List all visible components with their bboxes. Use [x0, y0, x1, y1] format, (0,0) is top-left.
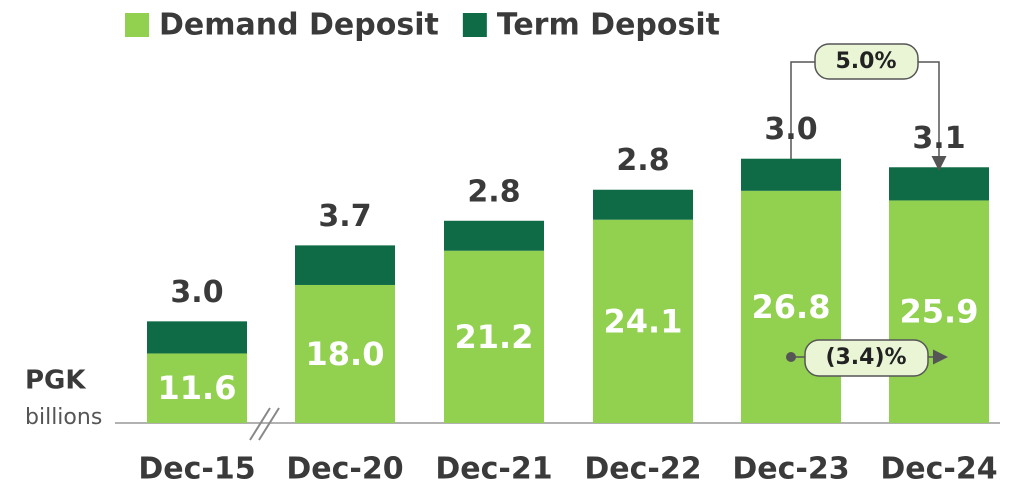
- bar-segment: [147, 353, 247, 423]
- annotation-box: [814, 43, 919, 80]
- bar-segment: [295, 245, 395, 285]
- unit-label: PGK: [25, 366, 86, 396]
- bar-segment: [593, 189, 693, 220]
- x-tick-label: Dec-15: [138, 452, 255, 487]
- annotation-dot: [786, 352, 796, 362]
- bar-segment: [593, 219, 693, 423]
- value-label: 3.0: [170, 275, 223, 310]
- bar-segment: [889, 167, 989, 201]
- value-label: 3.0: [764, 112, 817, 147]
- x-tick-label: Dec-24: [880, 452, 997, 487]
- value-label: 11.6: [158, 369, 237, 407]
- value-label: 18.0: [306, 335, 385, 373]
- value-label: 3.1: [912, 121, 965, 156]
- legend-label: Demand Deposit: [159, 8, 439, 43]
- x-tick-label: Dec-20: [286, 452, 403, 487]
- x-tick-label: Dec-23: [732, 452, 849, 487]
- bar-segment: [741, 190, 841, 423]
- bars: [147, 158, 989, 423]
- value-label: 2.8: [616, 143, 669, 178]
- bar-segment: [444, 220, 544, 251]
- annotation-line: [790, 61, 815, 159]
- annotation-box: [804, 339, 929, 377]
- legend-swatch: [125, 13, 149, 37]
- unit-sublabel: billions: [25, 405, 102, 430]
- value-label: 3.7: [318, 199, 371, 234]
- x-tick-label: Dec-21: [435, 452, 552, 487]
- bar-segment: [295, 284, 395, 423]
- axis-break: [258, 407, 280, 441]
- x-tick-label: Dec-22: [584, 452, 701, 487]
- annotation: (3.4)%: [825, 345, 906, 370]
- value-label: 25.9: [900, 293, 979, 331]
- bar-segment: [889, 200, 989, 423]
- bar-segment: [147, 321, 247, 354]
- value-label: 24.1: [604, 302, 683, 340]
- annotation: 5.0%: [835, 49, 896, 74]
- bar-segment: [741, 158, 841, 191]
- legend-swatch: [462, 13, 487, 37]
- annotation-arrow: [918, 61, 947, 171]
- value-label: 21.2: [455, 318, 534, 356]
- value-label: 2.8: [467, 174, 520, 209]
- legend-label: Term Deposit: [497, 8, 720, 43]
- axis-break: [249, 407, 271, 441]
- bar-segment: [444, 250, 544, 423]
- value-label: 26.8: [752, 288, 831, 326]
